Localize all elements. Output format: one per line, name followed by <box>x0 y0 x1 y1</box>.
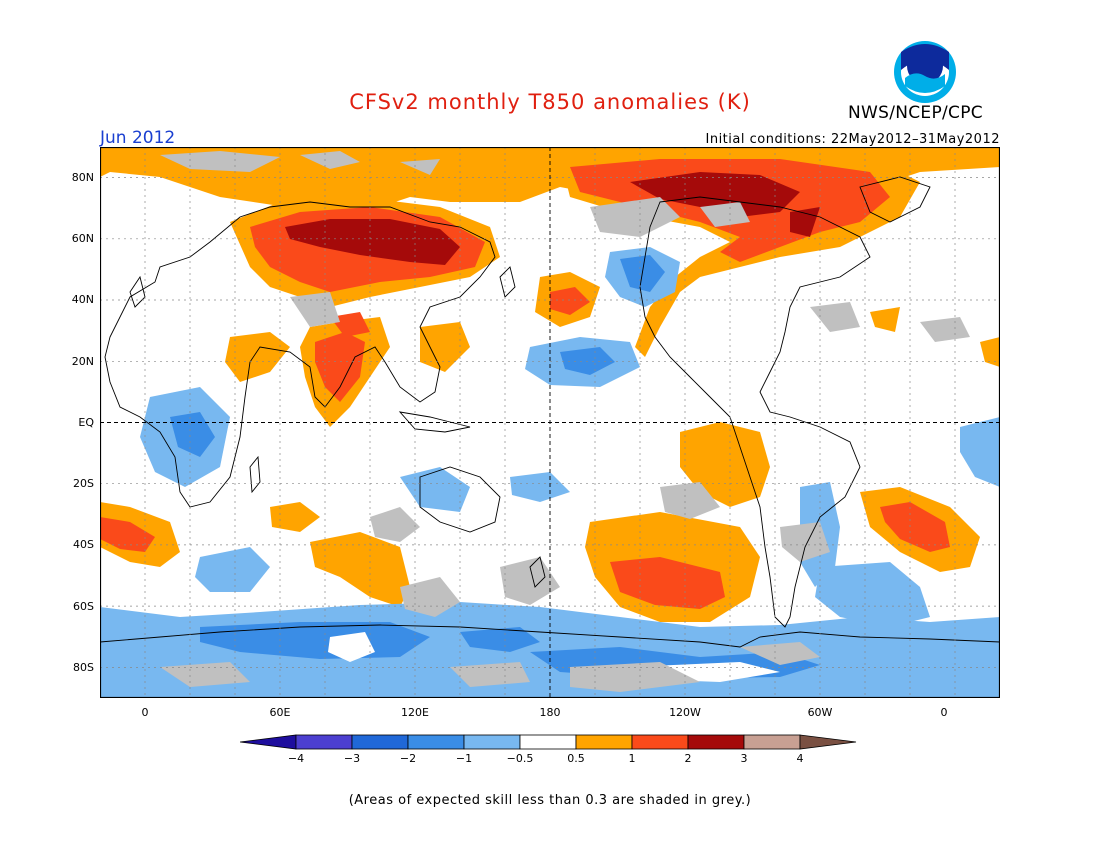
y-tick-label: 20N <box>71 355 94 368</box>
anomaly-region <box>315 332 365 402</box>
anomaly-region <box>880 502 950 552</box>
colorbar-label: −1 <box>455 752 473 765</box>
graticule <box>100 147 1000 698</box>
footnote: (Areas of expected skill less than 0.3 a… <box>348 793 752 808</box>
noaa-logo-icon <box>894 41 956 103</box>
colorbar <box>240 734 857 750</box>
anomaly-region <box>420 322 470 372</box>
x-tick-label: 60W <box>807 706 833 719</box>
anomaly-region <box>550 287 590 315</box>
anomaly-region <box>285 219 460 265</box>
coastlines <box>100 176 1000 648</box>
grey-region <box>740 642 820 665</box>
x-tick-label: 120E <box>401 706 429 719</box>
grey-region <box>290 292 340 327</box>
y-tick-label: 80N <box>71 171 94 184</box>
anomaly-region <box>610 557 725 609</box>
colorbar-cell <box>295 734 353 750</box>
y-tick-label: 40N <box>71 293 94 306</box>
anomaly-region <box>270 502 320 532</box>
y-tick-label: 60S <box>73 600 94 613</box>
colorbar-cell <box>631 734 689 750</box>
anomaly-region <box>870 307 1000 367</box>
colorbar-cell <box>407 734 465 750</box>
x-tick-label: 120W <box>669 706 701 719</box>
map-frame <box>100 147 1000 698</box>
anomaly-region <box>100 517 155 552</box>
grey-region <box>780 522 830 562</box>
anomaly-region <box>195 547 270 592</box>
anomaly-region <box>960 417 1000 487</box>
anomaly-region <box>815 562 930 627</box>
x-tick-label: 180 <box>539 706 561 719</box>
colorbar-cell <box>463 734 521 750</box>
chart-title: CFSv2 monthly T850 anomalies (K) <box>349 90 751 114</box>
grey-region <box>810 302 860 332</box>
coastline-japan <box>499 266 516 298</box>
colorbar-cell <box>575 734 633 750</box>
anomaly-region <box>510 472 570 502</box>
grey-region <box>570 662 700 692</box>
anomaly-region <box>170 412 215 457</box>
anomaly-region <box>310 532 410 607</box>
colorbar-label: 0.5 <box>567 752 585 765</box>
coastline-greenland <box>859 176 931 223</box>
grey-region <box>500 557 560 605</box>
coastline-australia <box>419 466 501 533</box>
y-tick-label: 60N <box>71 232 94 245</box>
grey-region <box>920 317 970 342</box>
colorbar-label: −3 <box>343 752 361 765</box>
colorbar-cell <box>799 734 857 750</box>
colorbar-label: 2 <box>684 752 692 765</box>
anomaly-region <box>400 467 470 512</box>
coastline-americas <box>639 196 871 628</box>
x-tick-label: 60E <box>269 706 291 719</box>
anomaly-region <box>330 312 370 337</box>
initial-conditions: Initial conditions: 22May2012–31May2012 <box>705 132 1000 147</box>
coastline-antarctica <box>100 624 1000 648</box>
colorbar-cell <box>351 734 409 750</box>
y-tick-label: 20S <box>73 477 94 490</box>
grey-region <box>450 662 530 687</box>
grey-region <box>160 662 250 687</box>
x-tick-label: 0 <box>940 706 948 719</box>
anomaly-region <box>790 207 820 237</box>
agency-label: NWS/NCEP/CPC <box>848 103 983 123</box>
grey-region <box>590 197 680 237</box>
y-tick-label: 80S <box>73 661 94 674</box>
anomaly-region <box>328 632 375 662</box>
colorbar-label: −2 <box>399 752 417 765</box>
anomaly-region <box>630 172 800 217</box>
forecast-month: Jun 2012 <box>100 128 176 148</box>
coastline-nz <box>529 556 546 588</box>
colorbar-cell <box>687 734 745 750</box>
x-tick-label: 0 <box>141 706 149 719</box>
anomaly-map <box>100 147 1000 698</box>
grey-region <box>370 507 420 542</box>
colorbar-cell <box>743 734 801 750</box>
colorbar-label: 3 <box>740 752 748 765</box>
colorbar-label: −4 <box>287 752 305 765</box>
colorbar-label: 1 <box>628 752 636 765</box>
grey-region <box>660 482 720 519</box>
colorbar-cell <box>519 734 577 750</box>
anomaly-region <box>460 627 540 652</box>
grey-region <box>160 151 440 175</box>
anomaly-region <box>225 332 290 382</box>
y-tick-label: EQ <box>78 416 94 429</box>
colorbar-cell <box>240 734 297 750</box>
grey-region <box>700 202 750 227</box>
y-tick-label: 40S <box>73 538 94 551</box>
coastline-europe-africa <box>104 201 496 508</box>
colorbar-label: 4 <box>796 752 804 765</box>
colorbar-label: −0.5 <box>506 752 534 765</box>
